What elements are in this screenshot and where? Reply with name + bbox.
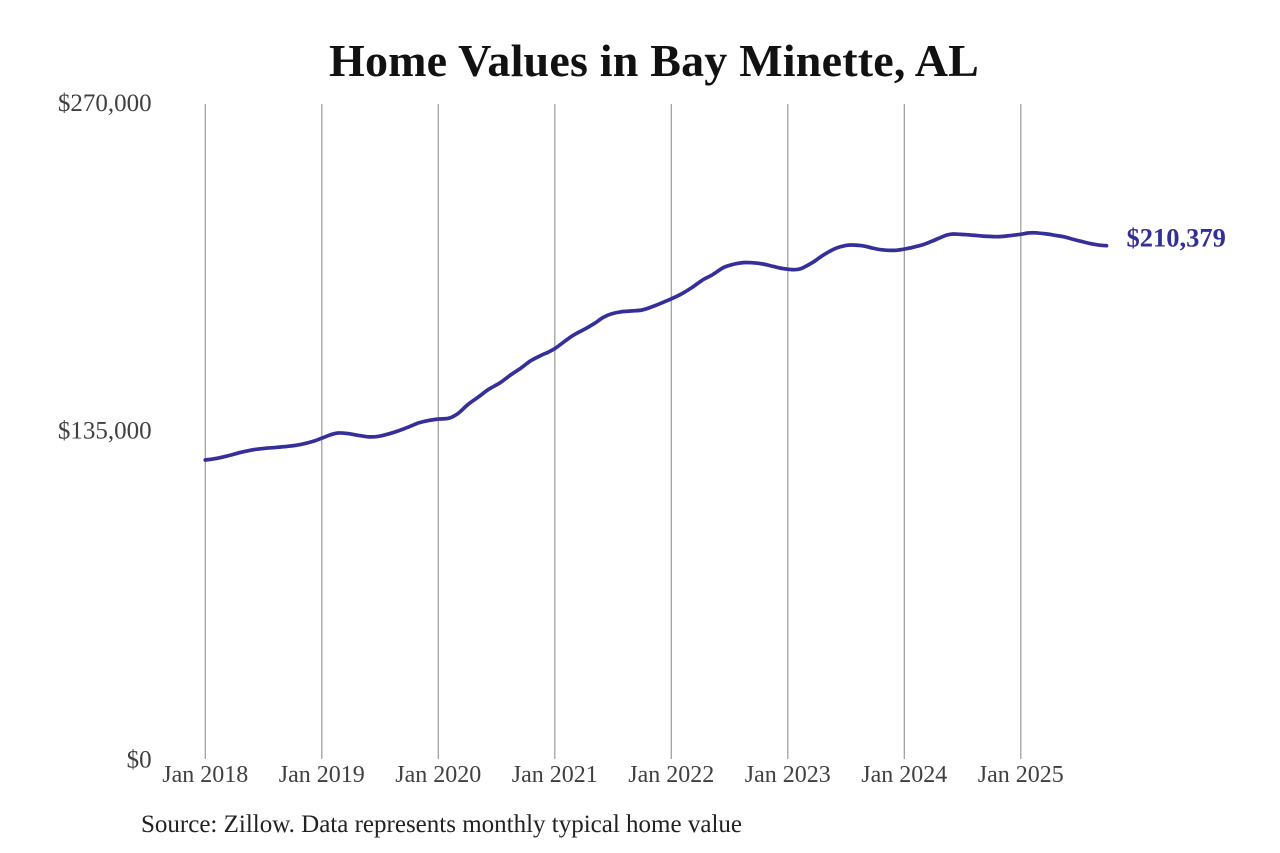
svg-text:Jan 2024: Jan 2024	[861, 762, 947, 788]
svg-text:Home Values in Bay Minette, AL: Home Values in Bay Minette, AL	[329, 35, 979, 86]
svg-text:$210,379: $210,379	[1127, 223, 1226, 253]
svg-text:$0: $0	[127, 747, 152, 774]
svg-text:Jan 2021: Jan 2021	[512, 762, 598, 788]
svg-text:Jan 2023: Jan 2023	[745, 762, 831, 788]
svg-text:Jan 2018: Jan 2018	[162, 762, 248, 788]
svg-text:Jan 2020: Jan 2020	[395, 762, 481, 788]
svg-text:Source: Zillow. Data represent: Source: Zillow. Data represents monthly …	[141, 811, 742, 838]
svg-text:Jan 2019: Jan 2019	[279, 762, 365, 788]
svg-text:$135,000: $135,000	[58, 418, 152, 445]
svg-text:Jan 2025: Jan 2025	[978, 762, 1064, 788]
svg-text:Jan 2022: Jan 2022	[628, 762, 714, 788]
svg-text:$270,000: $270,000	[58, 90, 152, 117]
